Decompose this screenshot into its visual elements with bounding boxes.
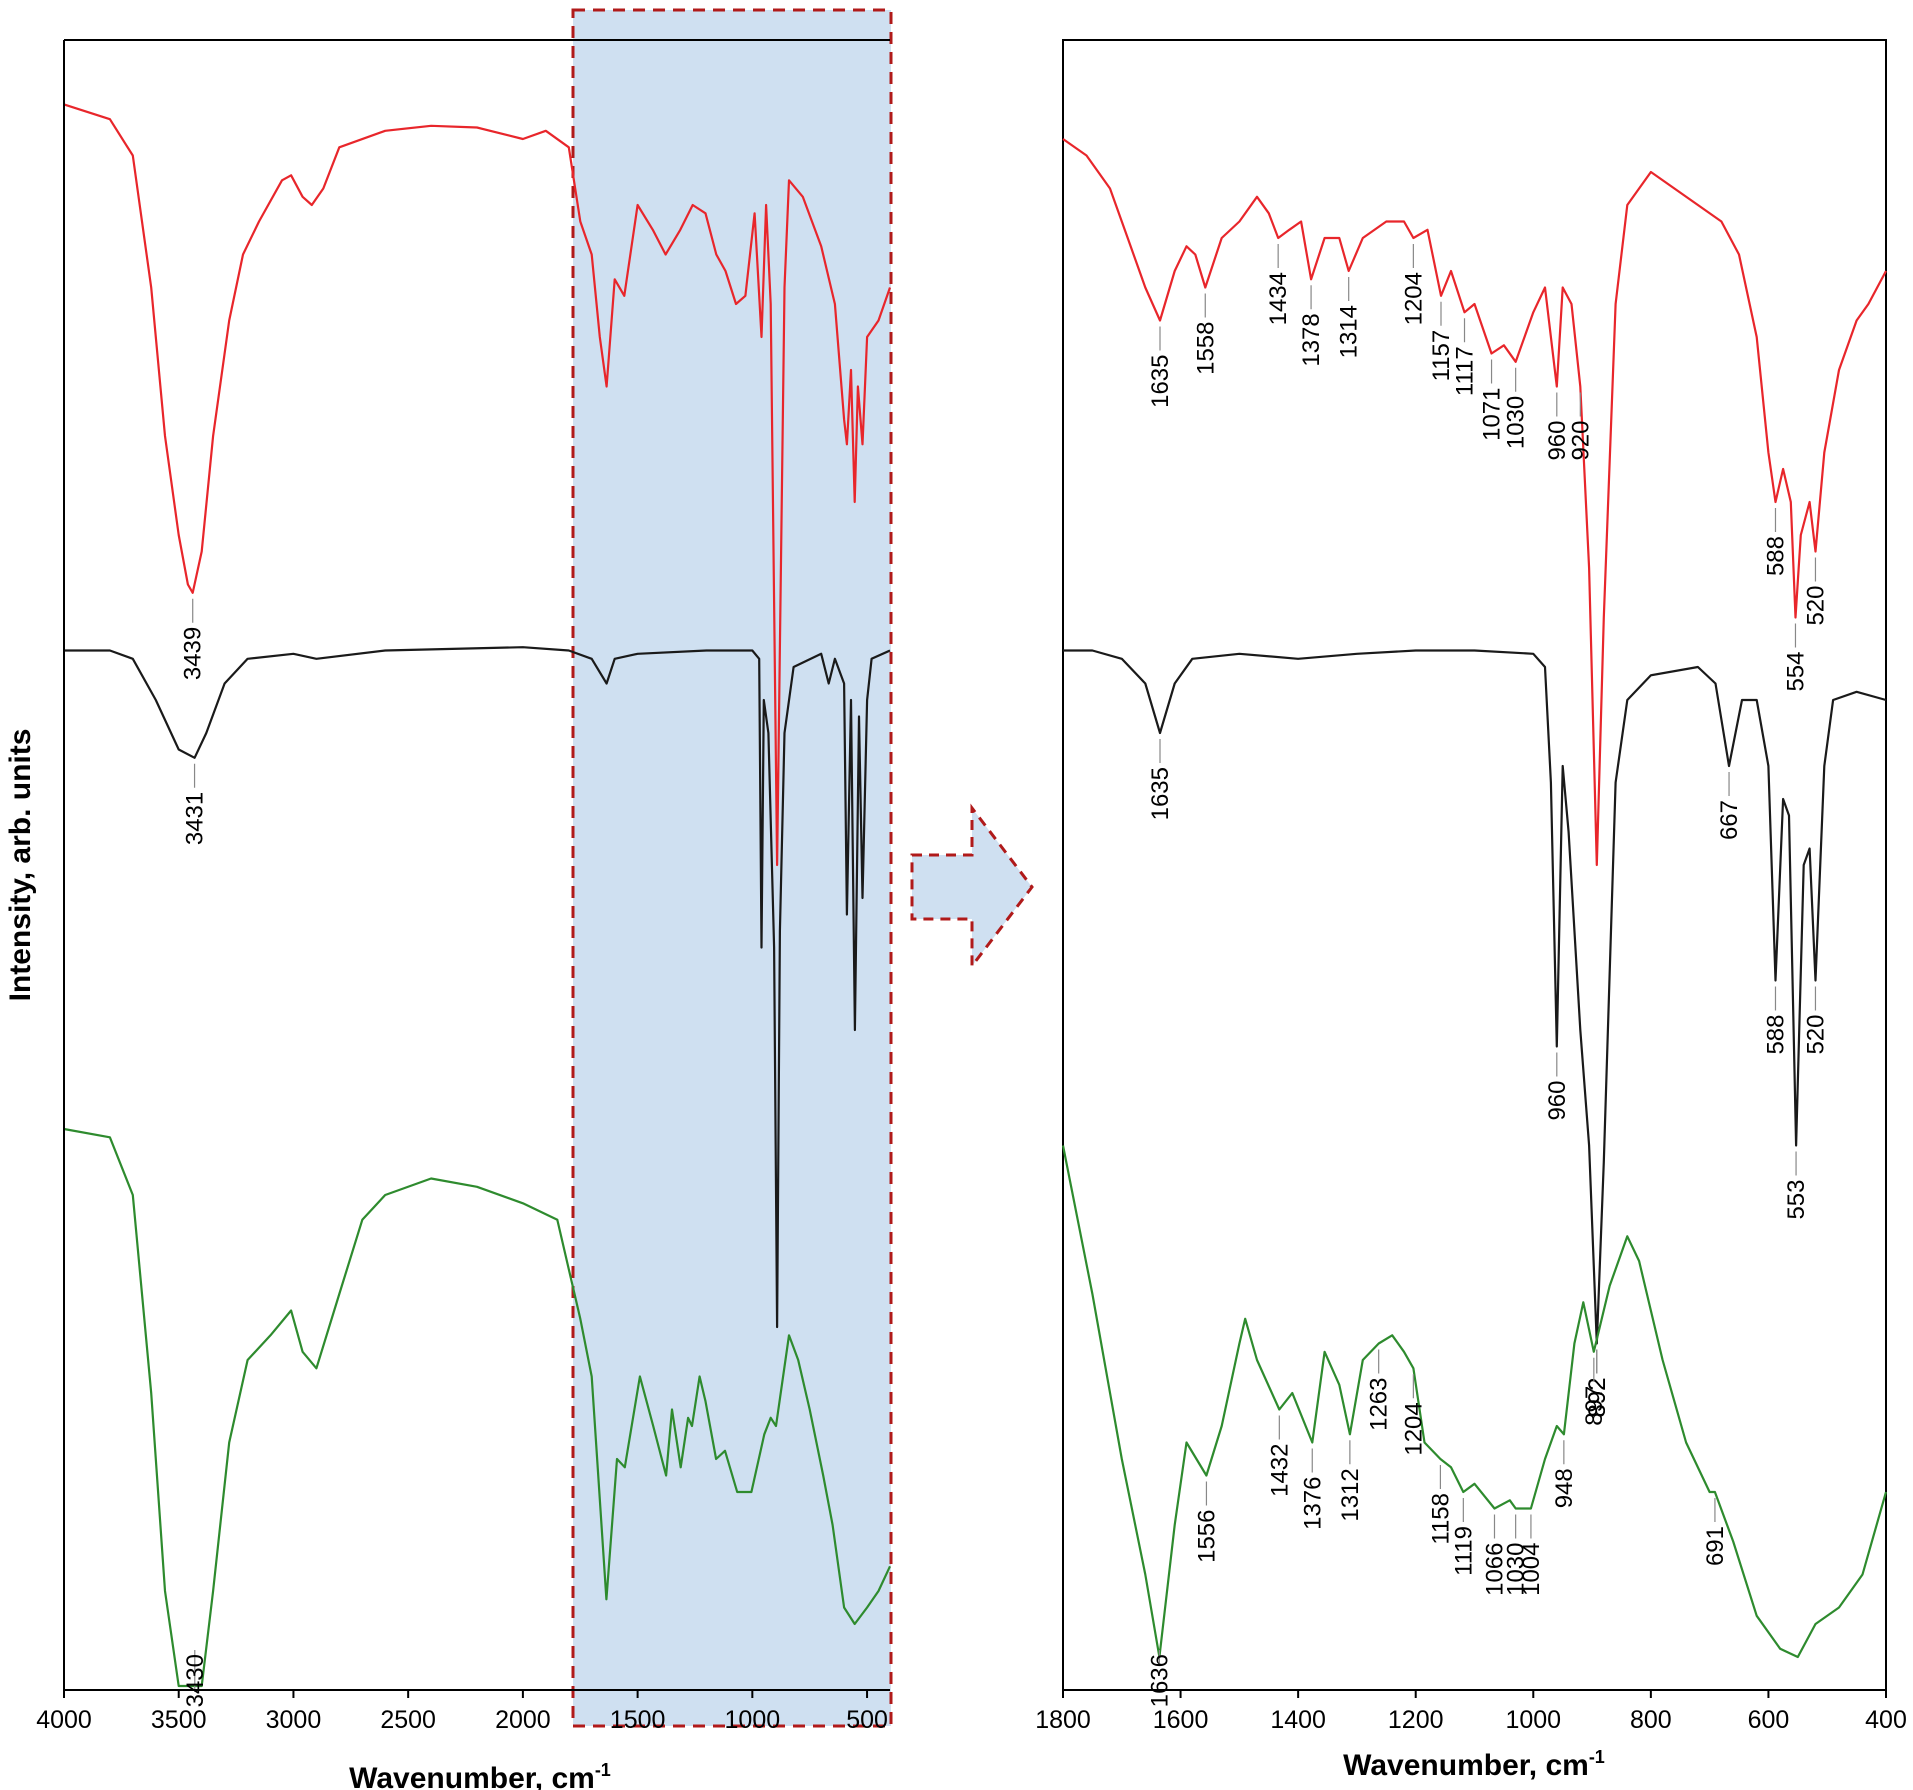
- x-tick-label: 1800: [1035, 1706, 1091, 1734]
- peak-label: 691: [1702, 1526, 1729, 1566]
- peak-label: 960: [1544, 421, 1571, 461]
- right-x-axis-title-sup: -1: [1589, 1747, 1605, 1767]
- right-x-ticks: 1800 1600 1400 1200 1000 800 600 400: [1035, 1690, 1907, 1734]
- peak-label: 1636: [1146, 1654, 1173, 1707]
- peak-label: 1071: [1479, 388, 1506, 441]
- left-x-ticks: 4000 3500 3000 2500 2000 1500 1000 500: [36, 1690, 888, 1734]
- right-series-group: [1061, 138, 1888, 1659]
- peak-label: 554: [1782, 652, 1809, 692]
- x-tick-label: 3500: [151, 1706, 207, 1734]
- peak-label: 1263: [1366, 1378, 1393, 1431]
- peak-label: 1312: [1337, 1468, 1364, 1521]
- left-panel: 3439 3431 3430 4000 3500 3000 2500 2000 1500 100…: [4, 8, 893, 1790]
- x-tick-label: 4000: [36, 1706, 92, 1734]
- series-line-green: [63, 1127, 891, 1688]
- peak-label: 1376: [1299, 1477, 1326, 1530]
- peak-label: 1066: [1481, 1543, 1508, 1596]
- peak-label: 1314: [1336, 305, 1363, 358]
- peak-label: 1558: [1192, 322, 1219, 375]
- x-tick-label: 2500: [380, 1706, 436, 1734]
- peak-label: 1432: [1266, 1444, 1293, 1497]
- peak-label: 1004: [1518, 1543, 1545, 1596]
- peak-label: 892: [1584, 1378, 1611, 1418]
- peak-label: 1117: [1452, 346, 1479, 396]
- peak-label: 1119: [1450, 1526, 1477, 1576]
- left-x-axis-title-sup: -1: [595, 1760, 611, 1780]
- peak-label: 3439: [180, 627, 207, 680]
- peak-label: 3431: [182, 792, 209, 845]
- peak-label: 1378: [1298, 313, 1325, 366]
- x-tick-label: 1200: [1388, 1706, 1444, 1734]
- series-line-black: [64, 646, 891, 1329]
- left-highlight-region: [571, 8, 893, 1728]
- peak-label: 892: [1584, 1378, 1611, 1418]
- peak-label: 553: [1783, 1180, 1810, 1220]
- peak-label: 520: [1802, 586, 1829, 626]
- x-tick-label: 1000: [1505, 1706, 1561, 1734]
- left-x-axis-title-text: Wavenumber, cm: [349, 1762, 595, 1790]
- series-line-red: [1062, 138, 1887, 867]
- y-axis-title: Intensity, arb. units: [4, 729, 37, 1002]
- peak-label: 1030: [1503, 396, 1530, 449]
- peak-label: 1030: [1503, 1543, 1530, 1596]
- peak-label: 948: [1551, 1468, 1578, 1508]
- peak-label: 1434: [1265, 272, 1292, 325]
- peak-label: 588: [1762, 536, 1789, 576]
- peak-label: 1204: [1400, 272, 1427, 325]
- x-tick-label: 500: [846, 1706, 888, 1734]
- peak-label: 897: [1581, 1386, 1608, 1426]
- x-tick-label: 1000: [725, 1706, 781, 1734]
- peak-label: 520: [1802, 1015, 1829, 1055]
- x-tick-label: 1600: [1153, 1706, 1209, 1734]
- right-plot-frame: [1062, 39, 1887, 1691]
- series-line-green: [1061, 1145, 1888, 1659]
- x-tick-label: 600: [1748, 1706, 1790, 1734]
- peak-label: 667: [1716, 800, 1743, 840]
- x-tick-label: 1500: [610, 1706, 666, 1734]
- right-x-axis-title-text: Wavenumber, cm: [1343, 1749, 1589, 1782]
- peak-label: 1204: [1400, 1402, 1427, 1455]
- peak-label: 1635: [1147, 355, 1174, 408]
- peak-label: 1157: [1428, 330, 1455, 382]
- x-tick-label: 2000: [495, 1706, 551, 1734]
- series-line-black: [1063, 649, 1887, 1345]
- peak-label: 920: [1567, 421, 1594, 461]
- x-tick-label: 1400: [1270, 1706, 1326, 1734]
- series-line-red: [63, 103, 892, 867]
- right-x-axis-title: Wavenumber, cm-1: [1343, 1747, 1605, 1782]
- peak-label: 3430: [182, 1654, 209, 1707]
- arrow-indicator: [910, 803, 1034, 971]
- peak-label: 1158: [1427, 1493, 1454, 1545]
- peak-label: 1635: [1147, 767, 1174, 820]
- left-peak-labels: 3439 3431 3430: [180, 598, 209, 1707]
- x-tick-label: 800: [1630, 1706, 1672, 1734]
- peak-label: 588: [1762, 1015, 1789, 1055]
- left-series-group: [63, 103, 892, 1688]
- x-tick-label: 3000: [266, 1706, 322, 1734]
- left-x-axis-title: Wavenumber, cm-1: [349, 1760, 611, 1790]
- peak-label: 1556: [1193, 1510, 1220, 1563]
- peak-label: 960: [1544, 1081, 1571, 1121]
- x-tick-label: 400: [1865, 1706, 1907, 1734]
